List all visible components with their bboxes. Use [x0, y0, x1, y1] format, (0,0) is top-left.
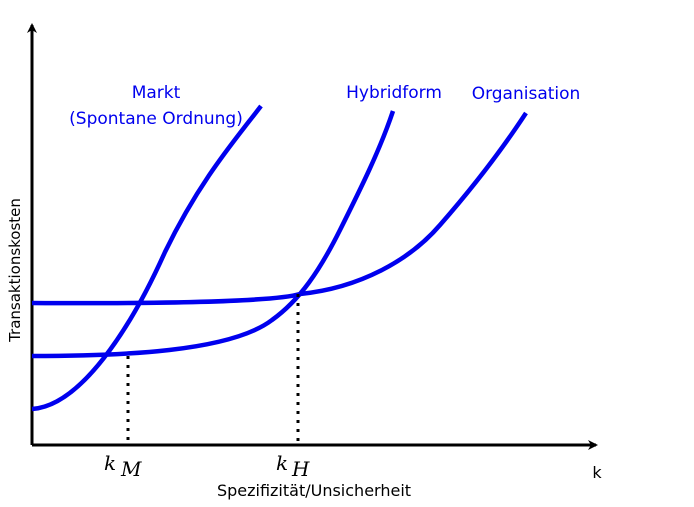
hybrid-label: Hybridform [346, 83, 442, 103]
markt-curve [31, 104, 263, 412]
organisation-label: Organisation [472, 84, 581, 104]
hybrid-curve [31, 110, 396, 359]
x-axis-end-label: k [592, 463, 602, 482]
x-axis-label: Spezifizität/Unsicherheit [217, 481, 411, 500]
k-m-marker: k M [104, 451, 142, 481]
markt-label-line1: Markt [132, 83, 181, 103]
k-m-subscript: M [120, 457, 142, 481]
markt-label-line2: (Spontane Ordnung) [69, 109, 243, 129]
y-axis-label: Transaktionskosten [6, 198, 24, 343]
k-h-marker: k H [276, 451, 310, 481]
k-h-base: k [276, 451, 288, 475]
k-m-base: k [104, 451, 116, 475]
organisation-curve [31, 111, 528, 306]
k-h-subscript: H [291, 457, 310, 481]
